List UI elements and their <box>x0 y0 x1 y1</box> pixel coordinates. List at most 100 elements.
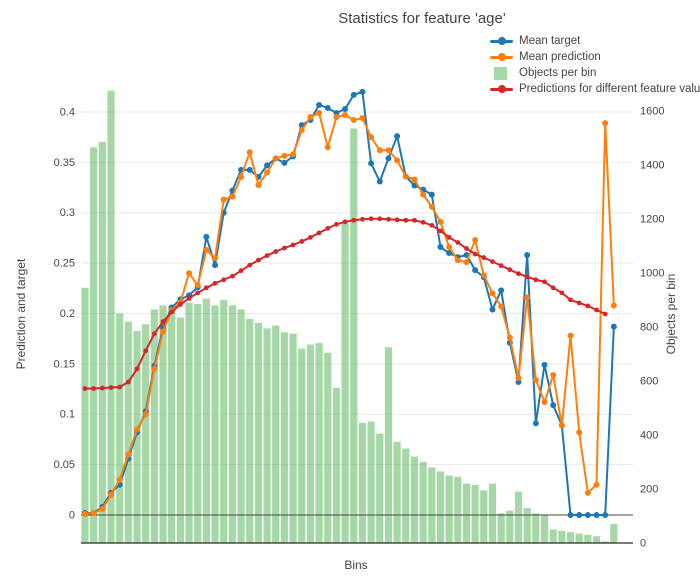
data-point <box>602 120 609 127</box>
data-point <box>480 272 487 279</box>
bar <box>246 318 254 543</box>
data-point <box>550 371 557 378</box>
chart-title: Statistics for feature 'age' <box>338 10 506 27</box>
data-point <box>498 303 505 310</box>
data-point <box>610 302 617 309</box>
bar <box>540 514 549 543</box>
bar <box>410 456 419 543</box>
data-point <box>541 361 548 368</box>
data-point <box>602 311 608 317</box>
data-point <box>195 290 201 296</box>
legend-label: Objects per bin <box>519 67 597 79</box>
data-point <box>203 247 210 254</box>
mean-prediction-line-icon <box>489 49 514 65</box>
data-point <box>567 332 574 339</box>
data-point <box>454 257 461 264</box>
data-point <box>342 105 349 112</box>
legend-label: Mean target <box>519 35 581 47</box>
bar <box>98 141 106 544</box>
data-point <box>377 216 383 222</box>
y-right-axis-title: Objects per bin <box>664 273 678 355</box>
bar <box>462 483 471 543</box>
data-point <box>238 268 244 274</box>
data-point <box>506 334 513 341</box>
data-point <box>134 366 140 372</box>
data-point <box>212 280 218 286</box>
bar <box>315 343 323 543</box>
legend-item-mean-prediction[interactable]: Mean prediction <box>489 49 700 65</box>
mean-target-line-icon <box>489 33 514 49</box>
bar <box>566 532 575 543</box>
data-point <box>108 491 115 498</box>
data-point <box>584 511 591 518</box>
data-point <box>342 112 349 119</box>
bar <box>289 333 297 543</box>
bar <box>471 484 479 543</box>
legend-item-mean-target[interactable]: Mean target <box>489 33 700 49</box>
data-point <box>151 365 158 372</box>
bar <box>176 317 184 543</box>
data-point <box>350 91 357 98</box>
y-left-tick-label: 0.1 <box>60 409 75 421</box>
bar <box>306 344 315 543</box>
bar <box>202 298 210 543</box>
x-axis-title: Bins <box>344 558 368 572</box>
bar <box>393 441 401 543</box>
data-point <box>472 267 479 274</box>
data-point <box>82 386 88 391</box>
bar <box>341 222 349 544</box>
legend-item-predictions-feature-values[interactable]: Predictions for different feature values <box>489 81 700 97</box>
data-point <box>290 151 297 158</box>
data-point <box>298 127 305 134</box>
data-point <box>550 285 556 291</box>
bar <box>592 536 601 543</box>
data-point <box>324 104 331 111</box>
y-left-tick-label: 0 <box>69 509 75 521</box>
data-point <box>229 193 236 200</box>
data-point <box>160 328 167 335</box>
y-right-tick-label: 1000 <box>640 267 664 279</box>
data-point <box>532 376 539 383</box>
data-point <box>316 101 323 108</box>
data-point <box>359 115 366 122</box>
data-point <box>524 252 531 259</box>
data-point <box>220 196 227 203</box>
data-point <box>567 511 574 518</box>
legend-item-objects-per-bin[interactable]: Objects per bin <box>489 65 700 81</box>
data-point <box>99 505 106 512</box>
data-point <box>125 379 131 385</box>
data-point <box>429 222 435 228</box>
data-point <box>246 149 253 156</box>
y-right-tick-label: 1400 <box>640 159 664 171</box>
data-point <box>516 271 521 277</box>
data-point <box>576 511 583 518</box>
bar <box>324 352 332 543</box>
y-right-tick-label: 0 <box>640 538 646 550</box>
data-point <box>472 251 478 257</box>
data-point <box>576 300 582 306</box>
data-point <box>299 239 305 244</box>
objects-per-bin-swatch-icon <box>489 65 514 81</box>
data-point <box>264 169 271 176</box>
data-point <box>558 422 565 429</box>
data-point <box>125 451 132 458</box>
bar <box>90 147 98 543</box>
bars-objects-per-bin <box>81 90 618 544</box>
data-point <box>533 277 539 283</box>
bar <box>445 475 453 543</box>
data-point <box>359 88 366 95</box>
data-point <box>602 511 609 518</box>
data-point <box>272 155 279 162</box>
data-point <box>576 429 583 436</box>
data-point <box>142 411 149 418</box>
bar <box>133 331 141 543</box>
y-left-tick-label: 0.4 <box>60 107 75 119</box>
bar <box>376 433 384 543</box>
data-point <box>221 277 227 283</box>
data-point <box>376 147 383 154</box>
bar <box>211 305 219 543</box>
data-point <box>281 152 288 159</box>
data-point <box>342 219 348 225</box>
